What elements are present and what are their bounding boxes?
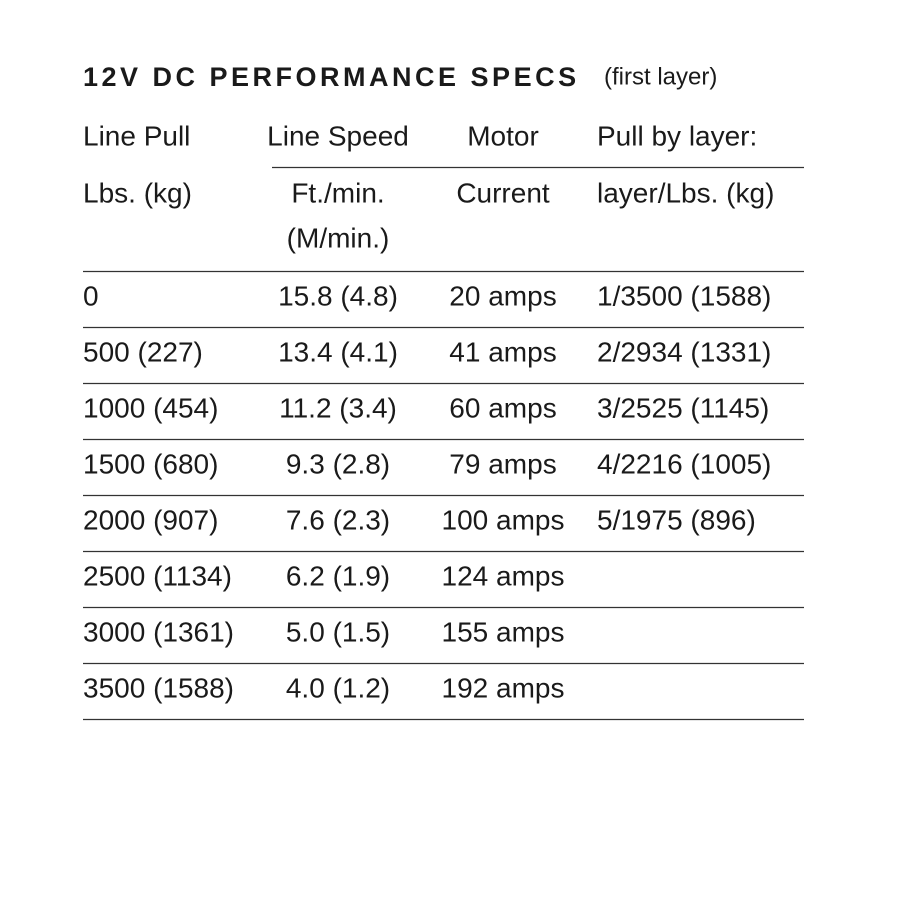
column-header: Lbs. (kg) — [83, 177, 192, 208]
column-header: Line Speed — [267, 120, 409, 151]
cell: 11.2 (3.4) — [279, 392, 397, 423]
cell: 4.0 (1.2) — [286, 672, 390, 703]
column-header: (M/min.) — [287, 222, 390, 253]
cell: 3500 (1588) — [83, 672, 234, 703]
cell: 7.6 (2.3) — [286, 504, 390, 535]
cell: 6.2 (1.9) — [286, 560, 390, 591]
column-header: Motor — [467, 120, 539, 151]
cell: 1000 (454) — [83, 392, 218, 423]
cell: 1/3500 (1588) — [597, 280, 771, 311]
cell: 20 amps — [449, 280, 556, 311]
column-header: Current — [456, 177, 550, 208]
subtitle: (first layer) — [604, 63, 717, 90]
cell: 15.8 (4.8) — [278, 280, 398, 311]
cell: 4/2216 (1005) — [597, 448, 771, 479]
cell: 1500 (680) — [83, 448, 218, 479]
cell: 192 amps — [442, 672, 565, 703]
cell: 60 amps — [449, 392, 556, 423]
cell: 5.0 (1.5) — [286, 616, 390, 647]
cell: 3/2525 (1145) — [597, 392, 769, 423]
column-header: Ft./min. — [291, 177, 384, 208]
cell: 2500 (1134) — [83, 560, 232, 591]
cell: 100 amps — [442, 504, 565, 535]
cell: 5/1975 (896) — [597, 504, 756, 535]
cell: 155 amps — [442, 616, 565, 647]
cell: 0 — [83, 280, 99, 311]
cell: 41 amps — [449, 336, 556, 367]
cell: 9.3 (2.8) — [286, 448, 390, 479]
cell: 2000 (907) — [83, 504, 218, 535]
title: 12V DC PERFORMANCE SPECS — [83, 62, 580, 92]
cell: 13.4 (4.1) — [278, 336, 398, 367]
column-header: Pull by layer: — [597, 120, 757, 151]
cell: 500 (227) — [83, 336, 203, 367]
column-header: layer/Lbs. (kg) — [597, 177, 774, 208]
cell: 79 amps — [449, 448, 556, 479]
column-header: Line Pull — [83, 120, 190, 151]
cell: 3000 (1361) — [83, 616, 234, 647]
cell: 2/2934 (1331) — [597, 336, 771, 367]
cell: 124 amps — [442, 560, 565, 591]
